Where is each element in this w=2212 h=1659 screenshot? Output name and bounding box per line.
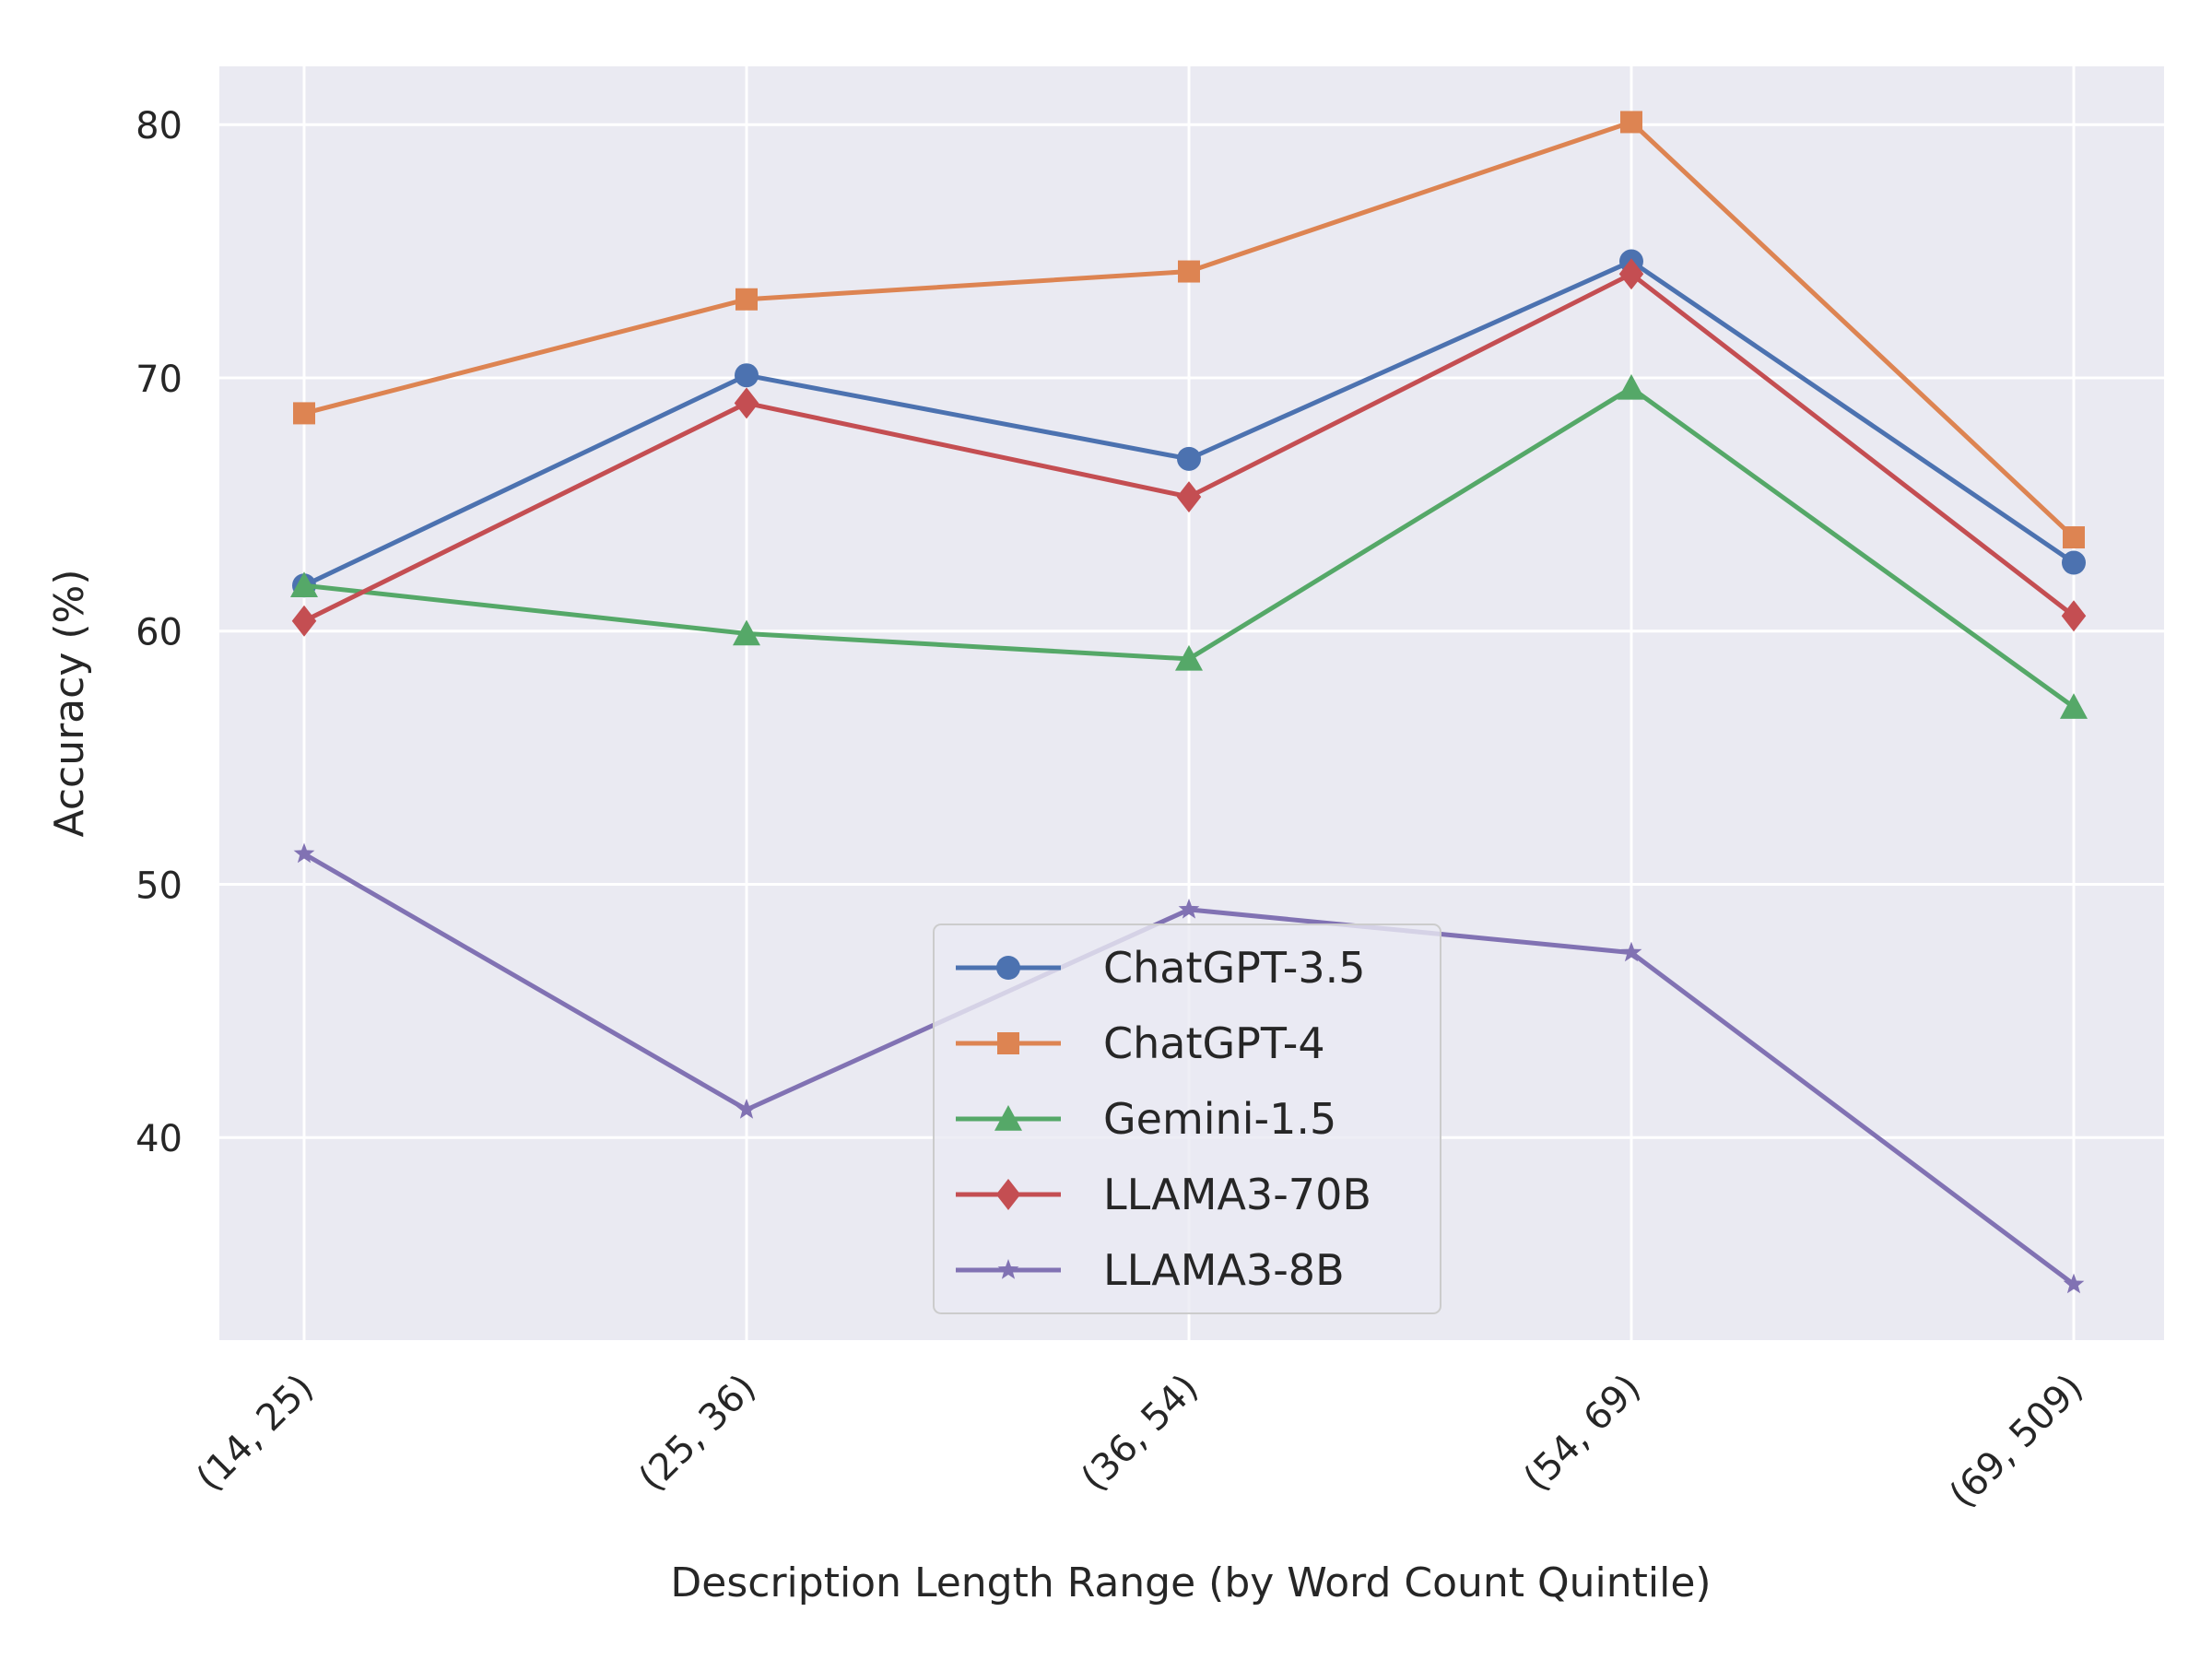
legend-item: LLAMA3-8B [956, 1245, 1345, 1295]
x-tick-labels: (14, 25) (25, 36) (36, 54) (54, 69) (69, 509… [189, 1367, 2092, 1517]
data-point [735, 363, 759, 388]
data-point [1177, 446, 1201, 471]
x-tick-label: (36, 54) [1074, 1367, 1207, 1500]
y-tick-label: 60 [135, 612, 182, 654]
data-point [2063, 526, 2085, 549]
y-tick-label: 70 [135, 359, 182, 401]
y-gridlines [219, 123, 2164, 1139]
data-point [293, 402, 315, 425]
data-point [734, 387, 759, 419]
legend-item: ChatGPT-4 [956, 1018, 1325, 1068]
data-point [1618, 258, 1644, 290]
x-tick-label: (14, 25) [189, 1367, 323, 1500]
legend-item: ChatGPT-3.5 [956, 943, 1366, 993]
series-llama3-8b [293, 842, 2085, 1294]
x-tick-label: (69, 509) [1942, 1367, 2092, 1517]
data-point [1178, 898, 1200, 919]
y-tick-label: 40 [135, 1118, 182, 1160]
legend: ChatGPT-3.5 ChatGPT-4 Gemini-1.5 LLAMA3-70B… [933, 924, 1441, 1314]
y-tick-labels: 40 50 60 70 80 [135, 105, 182, 1160]
data-point [733, 619, 760, 646]
data-point [1620, 111, 1642, 134]
x-tick-label: (54, 69) [1516, 1367, 1650, 1500]
series-gemini-1-5 [290, 373, 2088, 719]
legend-label: LLAMA3-70B [1103, 1170, 1371, 1219]
legend-label: ChatGPT-4 [1103, 1018, 1325, 1068]
legend-marker [994, 1105, 1022, 1131]
data-point [1176, 481, 1202, 513]
data-point [2062, 550, 2086, 575]
legend-marker [995, 1179, 1021, 1210]
legend-label: Gemini-1.5 [1103, 1094, 1336, 1144]
series-layer [290, 111, 2088, 1294]
data-point [1620, 941, 1642, 962]
y-tick-label: 80 [135, 105, 182, 147]
data-point [1175, 644, 1203, 671]
x-tick-label: (25, 36) [631, 1367, 765, 1500]
series-chatgpt-4 [293, 111, 2085, 549]
data-point [291, 605, 317, 637]
data-point [2063, 1273, 2085, 1294]
data-point [1178, 260, 1200, 283]
legend-marker [997, 1032, 1019, 1054]
legend-box [933, 924, 1441, 1314]
data-point [735, 1099, 758, 1119]
legend-item: LLAMA3-70B [956, 1170, 1371, 1219]
data-point [2060, 693, 2088, 719]
data-point [293, 842, 315, 864]
legend-marker [997, 1259, 1019, 1279]
y-axis-label: Accuracy (%) [46, 569, 93, 837]
legend-label: LLAMA3-8B [1103, 1245, 1345, 1295]
data-point [290, 571, 318, 597]
legend-item: Gemini-1.5 [956, 1094, 1336, 1144]
legend-marker [996, 956, 1020, 980]
data-point [1618, 373, 1645, 400]
legend-label: ChatGPT-3.5 [1103, 943, 1366, 993]
x-axis-label: Description Length Range (by Word Count … [670, 1559, 1711, 1606]
y-tick-label: 50 [135, 865, 182, 907]
series-llama3-70b [291, 258, 2087, 637]
data-point [2061, 600, 2087, 632]
data-point [735, 288, 758, 311]
